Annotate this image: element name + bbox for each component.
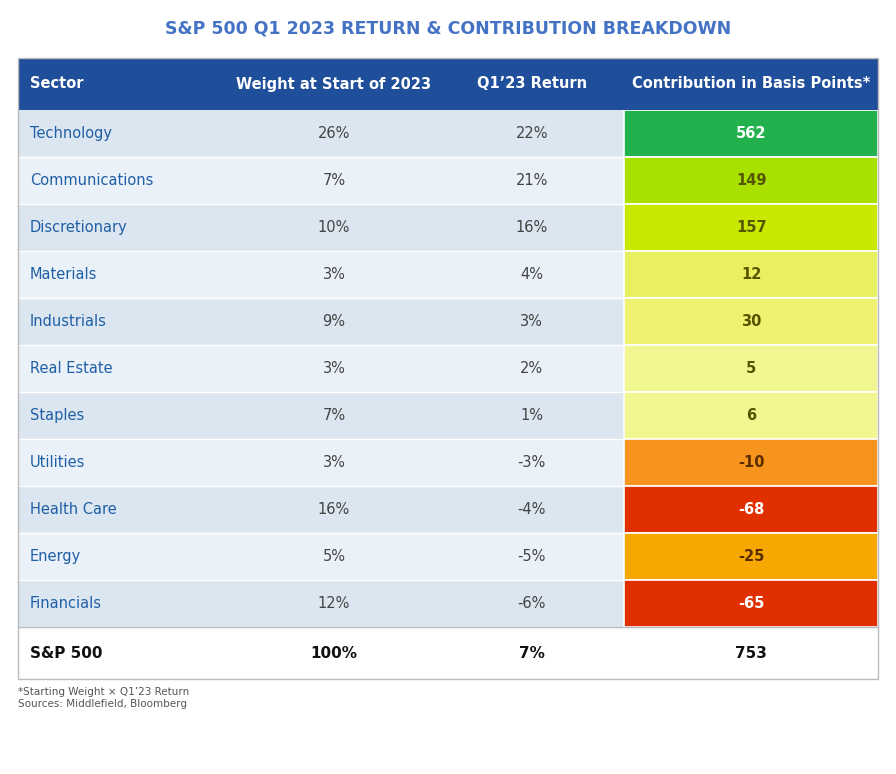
Text: Health Care: Health Care xyxy=(30,502,116,517)
Text: 149: 149 xyxy=(736,173,766,188)
Text: Sector: Sector xyxy=(30,77,83,91)
Text: 6: 6 xyxy=(746,408,756,423)
Text: Discretionary: Discretionary xyxy=(30,220,128,235)
Text: -5%: -5% xyxy=(518,549,546,564)
Bar xyxy=(18,251,625,298)
Text: 4%: 4% xyxy=(521,267,543,282)
Bar xyxy=(18,157,625,204)
Text: 3%: 3% xyxy=(323,455,346,470)
Text: 3%: 3% xyxy=(521,314,543,329)
Text: 3%: 3% xyxy=(323,267,346,282)
Text: 12: 12 xyxy=(741,267,762,282)
Text: -3%: -3% xyxy=(518,455,546,470)
Text: Staples: Staples xyxy=(30,408,84,423)
Text: -25: -25 xyxy=(738,549,764,564)
Text: Technology: Technology xyxy=(30,126,112,141)
Text: 3%: 3% xyxy=(323,361,346,376)
Bar xyxy=(18,580,625,627)
Text: Weight at Start of 2023: Weight at Start of 2023 xyxy=(237,77,432,91)
Text: Real Estate: Real Estate xyxy=(30,361,113,376)
Bar xyxy=(625,298,878,345)
Bar xyxy=(18,110,625,157)
Text: -4%: -4% xyxy=(518,502,546,517)
Text: *Starting Weight × Q1’23 Return
Sources: Middlefield, Bloomberg: *Starting Weight × Q1’23 Return Sources:… xyxy=(18,687,189,709)
Text: Energy: Energy xyxy=(30,549,82,564)
Text: 1%: 1% xyxy=(521,408,543,423)
Text: Materials: Materials xyxy=(30,267,98,282)
Bar xyxy=(625,486,878,533)
Text: Industrials: Industrials xyxy=(30,314,107,329)
Bar xyxy=(625,110,878,157)
Text: Contribution in Basis Points*: Contribution in Basis Points* xyxy=(632,77,870,91)
Text: 2%: 2% xyxy=(521,361,543,376)
Text: Financials: Financials xyxy=(30,596,102,611)
Text: 16%: 16% xyxy=(516,220,548,235)
Bar xyxy=(18,533,625,580)
Bar xyxy=(18,392,625,439)
Text: 753: 753 xyxy=(736,646,767,660)
Text: -6%: -6% xyxy=(518,596,546,611)
Text: 12%: 12% xyxy=(318,596,350,611)
Bar xyxy=(18,486,625,533)
Text: 7%: 7% xyxy=(323,173,346,188)
Bar xyxy=(625,392,878,439)
Bar xyxy=(18,298,625,345)
Bar xyxy=(625,251,878,298)
Text: 22%: 22% xyxy=(515,126,548,141)
Text: 7%: 7% xyxy=(519,646,545,660)
Text: S&P 500: S&P 500 xyxy=(30,646,102,660)
Text: 30: 30 xyxy=(741,314,762,329)
Text: -65: -65 xyxy=(738,596,764,611)
Text: -68: -68 xyxy=(738,502,764,517)
Bar xyxy=(18,204,625,251)
Text: 157: 157 xyxy=(736,220,766,235)
Bar xyxy=(18,58,878,679)
Bar xyxy=(18,439,625,486)
Bar xyxy=(625,533,878,580)
Bar xyxy=(625,204,878,251)
Text: Utilities: Utilities xyxy=(30,455,85,470)
Text: 21%: 21% xyxy=(516,173,548,188)
Text: Communications: Communications xyxy=(30,173,153,188)
Text: 9%: 9% xyxy=(323,314,346,329)
Bar xyxy=(625,580,878,627)
Bar xyxy=(18,627,878,679)
Text: 562: 562 xyxy=(736,126,766,141)
Bar xyxy=(625,439,878,486)
Text: 16%: 16% xyxy=(318,502,350,517)
Text: Q1’23 Return: Q1’23 Return xyxy=(477,77,587,91)
Text: 100%: 100% xyxy=(311,646,358,660)
Text: 5: 5 xyxy=(746,361,756,376)
Bar xyxy=(18,58,878,110)
Text: 10%: 10% xyxy=(318,220,350,235)
Text: 26%: 26% xyxy=(318,126,350,141)
Text: 7%: 7% xyxy=(323,408,346,423)
Text: S&P 500 Q1 2023 RETURN & CONTRIBUTION BREAKDOWN: S&P 500 Q1 2023 RETURN & CONTRIBUTION BR… xyxy=(165,19,731,37)
Bar xyxy=(18,345,625,392)
Text: -10: -10 xyxy=(738,455,764,470)
Text: 5%: 5% xyxy=(323,549,346,564)
Bar xyxy=(625,157,878,204)
Bar xyxy=(625,345,878,392)
